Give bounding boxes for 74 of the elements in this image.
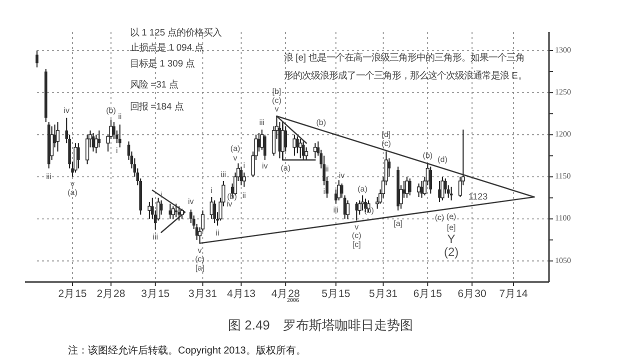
- y-tick-label: 1250: [555, 87, 571, 96]
- annotation: v: [198, 246, 202, 256]
- annotation: v: [274, 104, 279, 114]
- annotation: 止损点是 1 094 点: [130, 41, 204, 52]
- annotation: iv: [226, 200, 232, 209]
- y-tick-label: 1300: [555, 45, 571, 54]
- annotation: 形的次级浪形成了一个三角形，那么这个次级浪通常是浪 E。: [284, 69, 527, 80]
- annotation: iii: [46, 172, 52, 181]
- annotation: (c): [352, 230, 362, 240]
- x-tick-label: 2月15: [58, 288, 87, 300]
- annotation: ii: [325, 164, 329, 174]
- x-tick-label: 6月30: [458, 288, 486, 300]
- annotation: iii: [152, 232, 158, 242]
- annotation: iv: [188, 197, 194, 206]
- x-tick-label: 3月31: [188, 288, 218, 300]
- annotation: [a]: [195, 264, 204, 273]
- annotation: 风险 =31 点: [130, 78, 178, 90]
- annotation: (b): [106, 106, 116, 116]
- annotation: (d): [438, 155, 448, 164]
- annotation: v: [354, 222, 359, 232]
- annotation: [a]: [394, 219, 403, 228]
- annotation: (a): [68, 188, 78, 197]
- x-tick-label: 4月13: [226, 288, 256, 300]
- annotation: 1123: [468, 191, 488, 202]
- annotation: (2): [444, 245, 459, 260]
- annotation: (a): [230, 144, 241, 154]
- annotation: (c): [272, 96, 282, 106]
- annotation: iv: [64, 106, 70, 116]
- annotation: (b): [422, 150, 433, 160]
- annotation: 目标是 1 309 点: [130, 57, 195, 68]
- annotation: i: [210, 186, 213, 196]
- x-tick-label: 5月31: [369, 288, 398, 300]
- annotation: (c): [195, 254, 205, 264]
- annotation: iv: [338, 171, 345, 180]
- annotation: (a): [280, 164, 291, 173]
- annotation: v: [233, 153, 238, 162]
- x-tick-label: 6月15: [413, 288, 442, 300]
- annotation: ii: [216, 228, 220, 238]
- annotation: i: [116, 146, 118, 155]
- annotation: i: [160, 190, 162, 200]
- y-tick-label: 1100: [555, 214, 571, 223]
- y-tick-label: 1150: [555, 172, 571, 181]
- annotation: [e]: [446, 223, 456, 232]
- annotation: v: [70, 180, 74, 189]
- annotation: iv: [262, 162, 268, 171]
- annotation: (a): [358, 184, 368, 194]
- annotation: (b): [227, 192, 238, 202]
- annotation: [c]: [352, 240, 361, 250]
- annotation: ii: [242, 191, 246, 200]
- annotation: ii: [118, 112, 122, 122]
- x-tick-label: 5月15: [322, 288, 350, 300]
- annotation: [b]: [272, 86, 282, 96]
- annotation: [d]: [382, 130, 391, 139]
- annotation: i: [323, 187, 326, 196]
- annotation: (e): [446, 212, 457, 222]
- x-tick-label: 7月14: [499, 288, 528, 300]
- annotation: (c): [382, 139, 392, 148]
- annotation: (b): [316, 118, 326, 128]
- annotation: iii: [333, 206, 339, 215]
- annotation: iii: [259, 118, 265, 128]
- annotation: 以 1 125 点的价格买入: [130, 26, 222, 38]
- annotation: Y: [447, 232, 456, 246]
- annotation: 浪 [e] 也是一个在高一浪级三角形中的三角形。如果一个三角: [284, 51, 525, 62]
- annotation: i: [243, 160, 246, 170]
- text: 图 2.49 罗布斯塔咖啡日走势图: [228, 317, 413, 332]
- annotation: 回报 =184 点: [130, 100, 184, 112]
- x-tick-label: 2月28: [96, 288, 126, 300]
- y-tick-label: 1200: [555, 130, 571, 139]
- x-tick-label: 3月15: [141, 288, 170, 300]
- annotation: (b): [364, 206, 374, 216]
- y-tick-label: 1050: [555, 256, 571, 265]
- annotation: iii: [220, 170, 226, 180]
- annotation: (c): [434, 213, 444, 222]
- text: 注：该图经允许后转载。Copyright 2013。版权所有。: [68, 344, 306, 357]
